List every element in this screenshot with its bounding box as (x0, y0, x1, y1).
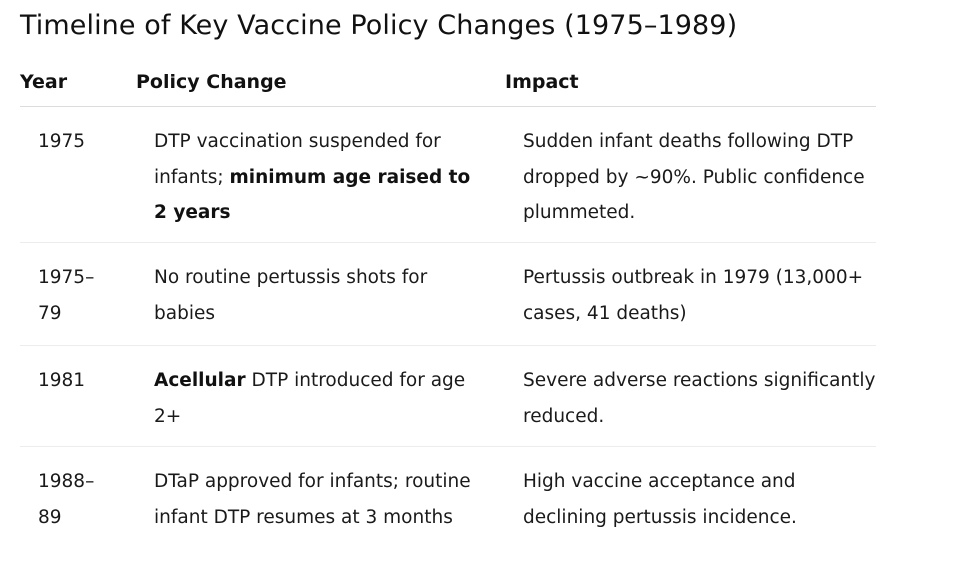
policy-emphasis-text: minimum age raised to 2 years (154, 166, 471, 224)
year-cell: 1975– 79 (38, 260, 108, 331)
policy-timeline-table: Year Policy Change Impact 1975 DTP vacci… (20, 66, 876, 547)
year-cell: 1975 (38, 124, 108, 160)
year-text-continued: 79 (38, 302, 62, 324)
table-row: 1988– 89 DTaP approved for infants; routi… (20, 447, 876, 547)
table-row: 1975– 79 No routine pertussis shots for b… (20, 243, 876, 346)
year-text: 1988– (38, 471, 95, 492)
year-cell: 1981 (38, 363, 108, 399)
policy-text-after: DTP introduced for age 2+ (154, 370, 466, 427)
year-text: 1981 (38, 370, 86, 391)
impact-cell: Sudden infant deaths following DTP dropp… (523, 131, 865, 223)
table-row: 1981 Acellular DTP introduced for age 2+… (20, 346, 876, 447)
impact-cell: Pertussis outbreak in 1979 (13,000+ case… (523, 267, 864, 324)
year-text: 1975 (38, 131, 86, 152)
impact-cell: High vaccine acceptance and declining pe… (523, 471, 797, 528)
table-header-row: Year Policy Change Impact (20, 66, 876, 107)
policy-change-cell: DTaP approved for infants; routine infan… (154, 464, 484, 535)
policy-change-cell: DTP vaccination suspended for infants; m… (154, 124, 484, 231)
policy-change-cell: No routine pertussis shots for babies (154, 260, 484, 331)
column-header-year: Year (20, 71, 68, 93)
column-header-policy-change: Policy Change (136, 71, 287, 93)
impact-cell: Severe adverse reactions significantly r… (523, 370, 876, 427)
policy-text: DTaP approved for infants; routine infan… (154, 471, 471, 528)
policy-change-cell: Acellular DTP introduced for age 2+ (154, 363, 484, 434)
year-cell: 1988– 89 (38, 464, 108, 535)
year-text-continued: 89 (38, 506, 62, 528)
policy-emphasis-text: Acellular (154, 370, 246, 391)
page-title: Timeline of Key Vaccine Policy Changes (… (20, 10, 738, 41)
year-text: 1975– (38, 267, 95, 288)
column-header-impact: Impact (505, 71, 579, 93)
table-row: 1975 DTP vaccination suspended for infan… (20, 107, 876, 243)
policy-text: DTP vaccination suspended for infants; (154, 131, 441, 188)
policy-text: No routine pertussis shots for babies (154, 267, 428, 324)
